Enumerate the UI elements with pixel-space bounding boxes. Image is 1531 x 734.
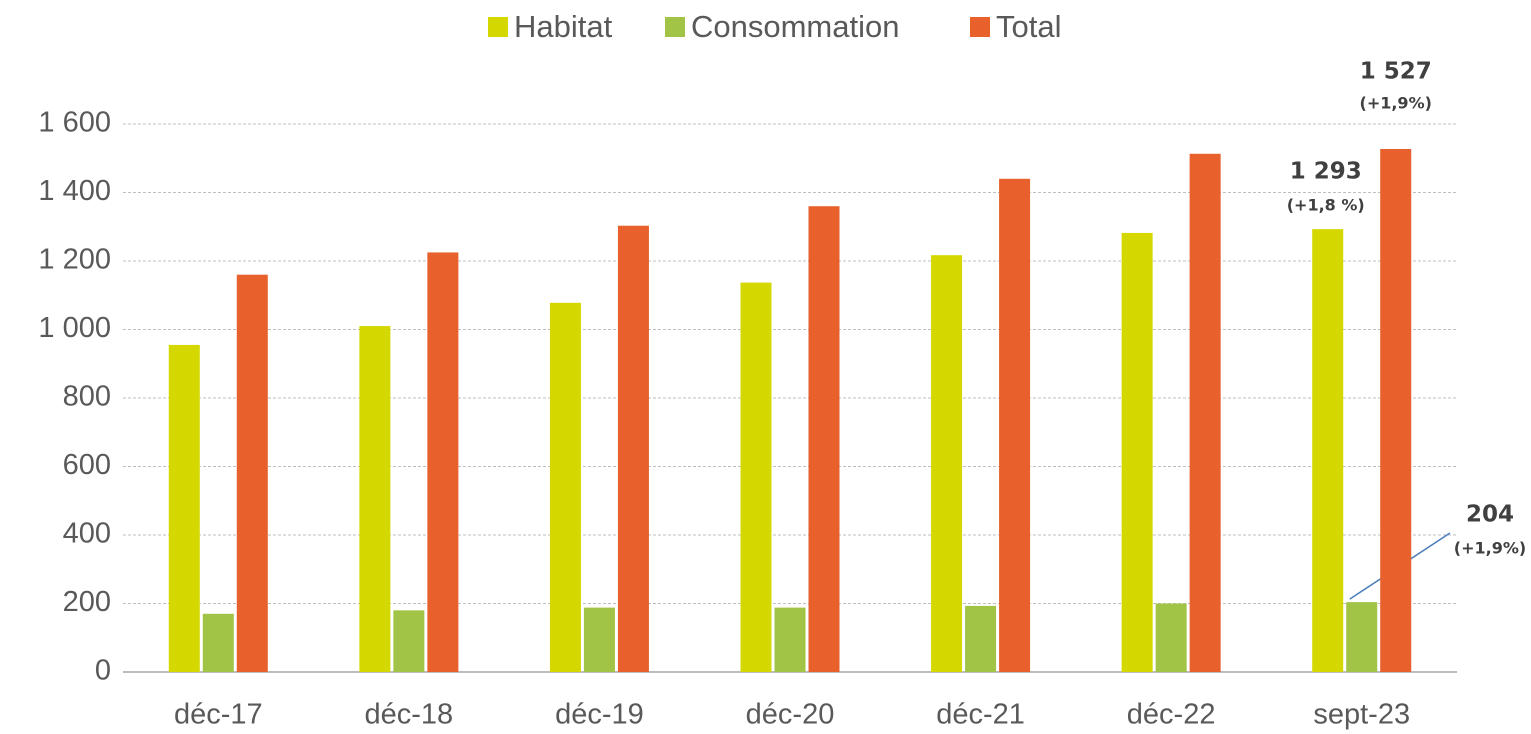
bar xyxy=(393,610,425,672)
bar xyxy=(1189,153,1221,673)
bar xyxy=(236,274,268,672)
bar xyxy=(1121,232,1153,673)
x-tick-label: déc-20 xyxy=(746,699,835,731)
legend-label: Total xyxy=(996,9,1061,44)
bar xyxy=(965,605,997,672)
y-tick-label: 1 400 xyxy=(38,175,111,207)
legend-swatch xyxy=(488,17,508,37)
bar xyxy=(1312,229,1344,672)
bar xyxy=(549,302,581,672)
data-label: 204 xyxy=(1466,502,1514,528)
bar xyxy=(202,613,234,672)
change-label: (+1,8 %) xyxy=(1287,196,1365,215)
change-label: (+1,9%) xyxy=(1360,94,1432,113)
bar xyxy=(583,607,615,672)
legend-swatch xyxy=(665,17,685,37)
data-label: 1 527 xyxy=(1360,59,1432,85)
x-tick-label: sept-23 xyxy=(1313,699,1410,731)
legend-label: Habitat xyxy=(514,9,613,44)
x-tick-label: déc-18 xyxy=(365,699,454,731)
x-tick-label: déc-19 xyxy=(555,699,644,731)
bar xyxy=(359,326,391,672)
change-label: (+1,9%) xyxy=(1454,539,1526,558)
bar xyxy=(168,344,200,672)
legend-label: Consommation xyxy=(691,9,899,44)
bar xyxy=(617,225,649,672)
x-tick-label: déc-21 xyxy=(936,699,1025,731)
bar xyxy=(808,206,840,672)
bar xyxy=(1155,603,1187,672)
x-tick-label: déc-17 xyxy=(174,699,263,731)
bar xyxy=(1346,602,1378,672)
y-tick-label: 0 xyxy=(95,655,111,687)
bar xyxy=(427,252,459,672)
bar xyxy=(740,282,772,672)
y-tick-label: 600 xyxy=(63,449,111,481)
bar xyxy=(999,178,1031,673)
data-label: 1 293 xyxy=(1290,159,1362,185)
bar xyxy=(931,255,963,673)
x-tick-label: déc-22 xyxy=(1127,699,1216,731)
y-tick-label: 1 200 xyxy=(38,244,111,276)
y-tick-label: 800 xyxy=(63,381,111,413)
bar xyxy=(1380,149,1412,672)
legend-swatch xyxy=(970,17,990,37)
y-tick-label: 200 xyxy=(63,586,111,618)
y-tick-label: 1 000 xyxy=(38,312,111,344)
y-tick-label: 400 xyxy=(63,518,111,550)
bar xyxy=(774,607,806,672)
y-tick-label: 1 600 xyxy=(38,107,111,139)
